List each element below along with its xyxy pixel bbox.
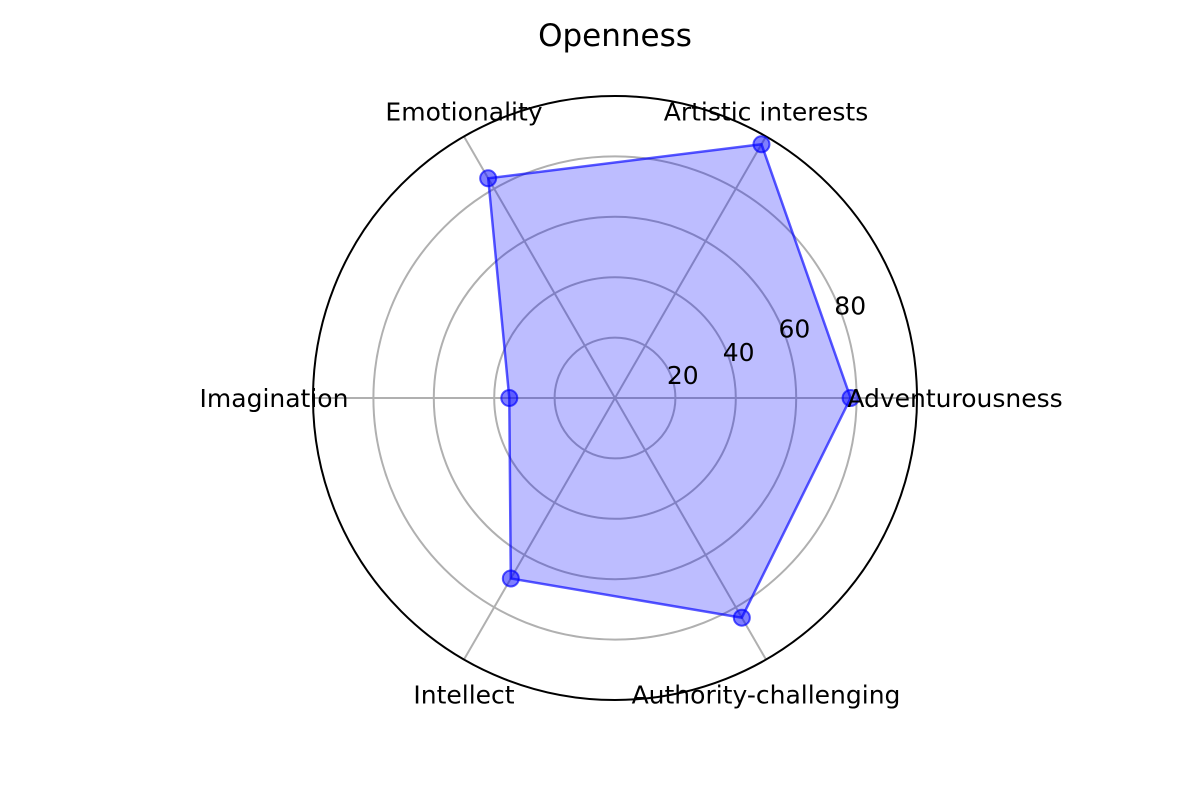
- data-point-emotionality: [479, 169, 498, 188]
- r-tick-label: 60: [779, 315, 811, 344]
- data-point-imagination: [500, 389, 519, 407]
- r-tick-label: 40: [723, 338, 755, 367]
- axis-label-artistic interests: Artistic interests: [664, 97, 869, 126]
- r-tick-label: 20: [667, 361, 699, 390]
- data-layer: [479, 135, 860, 627]
- polar-frame: [312, 95, 918, 701]
- spoke-line: [463, 397, 616, 661]
- spoke-line: [614, 135, 767, 399]
- data-point-adventurousness: [841, 389, 860, 407]
- data-point-artistic interests: [752, 135, 771, 154]
- axis-label-emotionality: Emotionality: [385, 97, 542, 126]
- label-layer: 20 40 60 80 Adventurousness Artistic interest…: [200, 97, 1063, 709]
- axis-label-intellect: Intellect: [413, 681, 514, 710]
- axis-label-adventurousness: Adventurousness: [847, 384, 1062, 413]
- r-tick-label: 80: [834, 292, 866, 321]
- axis-label-authority-challenging: Authority-challenging: [632, 681, 901, 710]
- data-point-intellect: [501, 569, 520, 588]
- data-point-authority-challenging: [732, 608, 751, 627]
- axis-label-imagination: Imagination: [200, 384, 349, 413]
- chart-title: Openness: [538, 18, 692, 54]
